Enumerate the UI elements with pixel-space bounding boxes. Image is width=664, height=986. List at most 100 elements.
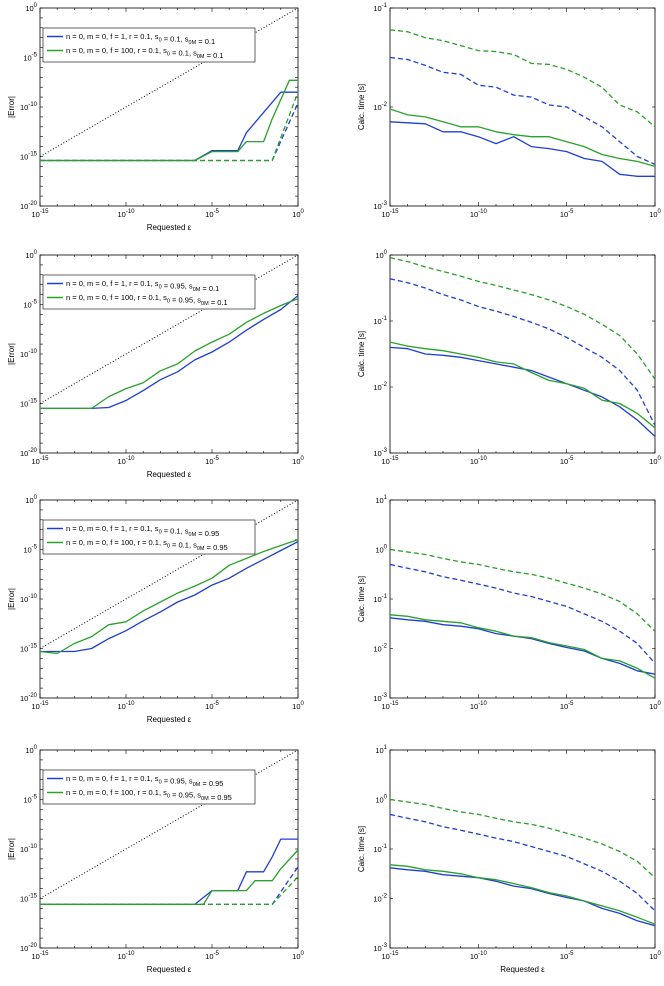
y-tick-label: 101 — [375, 495, 387, 505]
y-tick-label: 10-3 — [373, 448, 387, 458]
series-line-green-dashed — [390, 256, 655, 380]
y-tick-label: 10-1 — [373, 844, 387, 854]
x-tick-label: 10-15 — [31, 209, 49, 219]
x-tick-label: 10-15 — [381, 456, 399, 466]
x-tick-label: 100 — [649, 701, 661, 711]
y-tick-label: 10-10 — [20, 349, 38, 359]
y-tick-label: 10-2 — [373, 894, 387, 904]
y-tick-label: 10-10 — [20, 594, 38, 604]
x-tick-label: 10-5 — [560, 951, 574, 961]
x-tick-label: 10-5 — [560, 456, 574, 466]
legend-box — [42, 274, 256, 310]
x-tick-label: 100 — [292, 209, 304, 219]
series-line-blue-solid — [40, 541, 298, 653]
x-tick-label: 10-5 — [205, 701, 219, 711]
y-tick-label: 10-1 — [373, 594, 387, 604]
series-line-green-solid — [40, 79, 298, 162]
x-tick-label: 10-5 — [205, 209, 219, 219]
x-tick-label: 10-10 — [470, 701, 488, 711]
series-line-green-solid — [390, 108, 655, 168]
series-line-green-dashed — [390, 548, 655, 632]
series-line-blue-solid — [390, 867, 655, 927]
series-line-green-solid — [390, 341, 655, 429]
y-tick-label: 10-5 — [23, 300, 37, 310]
x-tick-label: 10-15 — [31, 701, 49, 711]
y-axis-label: Calc. time [s] — [357, 576, 366, 622]
y-tick-label: 10-3 — [373, 201, 387, 211]
legend-label: n = 0, m = 0, f = 1, r = 0.1, s0 = 0.95,… — [66, 279, 219, 293]
x-tick-label: 10-15 — [31, 951, 49, 961]
x-tick-label: 10-5 — [205, 951, 219, 961]
series-line-green-solid — [40, 849, 298, 906]
x-tick-label: 10-10 — [470, 209, 488, 219]
series-line-blue-dashed — [390, 278, 655, 426]
series-line-green-solid — [390, 864, 655, 925]
series-line-green-dashed — [390, 798, 655, 879]
series-line-green-solid — [40, 297, 298, 410]
y-axis-label: Calc. time [s] — [357, 84, 366, 130]
y-tick-label: 10-1 — [373, 3, 387, 13]
legend: n = 0, m = 0, f = 1, r = 0.1, s0 = 0.95,… — [42, 274, 256, 310]
x-tick-label: 10-15 — [381, 951, 399, 961]
x-tick-label: 10-5 — [560, 209, 574, 219]
y-axis-label: |Error| — [7, 343, 16, 365]
y-tick-label: 100 — [25, 745, 37, 755]
x-axis-label: Requested ε — [147, 965, 192, 974]
y-tick-label: 10-15 — [20, 894, 38, 904]
y-tick-label: 10-5 — [23, 53, 37, 63]
y-tick-label: 10-5 — [23, 795, 37, 805]
x-tick-label: 100 — [292, 701, 304, 711]
series-line-green-solid — [40, 538, 298, 655]
series-line-green-solid — [390, 614, 655, 679]
x-axis-label: Requested ε — [147, 223, 192, 232]
panel-grid: 10-15 10-10 10-5 10010-2010-1510-1010-5100R… — [7, 3, 662, 974]
y-tick-label: 100 — [25, 250, 37, 260]
y-tick-label: 10-10 — [20, 844, 38, 854]
x-tick-label: 100 — [292, 951, 304, 961]
y-tick-label: 10-3 — [373, 693, 387, 703]
chart-panel-row4-time: 10-15 10-10 10-5 100 10-3 10-2 10-1 100 101 Reque… — [357, 745, 662, 974]
y-tick-label: 100 — [375, 545, 387, 555]
x-tick-label: 10-10 — [117, 951, 135, 961]
x-tick-label: 10-10 — [470, 456, 488, 466]
plot-frame — [389, 499, 656, 699]
y-axis-label: Calc. time [s] — [357, 331, 366, 377]
chart-panel-row3-error: 10-15 10-10 10-5 10010-2010-1510-1010-5100R… — [7, 495, 305, 724]
plot-frame — [389, 749, 656, 949]
series-line-green-dashed — [40, 91, 298, 162]
y-tick-label: 10-15 — [20, 644, 38, 654]
y-axis-label: Calc. time [s] — [357, 826, 366, 872]
chart-panel-row3-time: 10-15 10-10 10-5 100 10-3 10-2 10-1 100 101 Calc.… — [357, 495, 662, 711]
chart-panel-row2-time: 10-15 10-10 10-5 100 10-3 10-2 10-1 100 Calc. ti… — [357, 250, 662, 466]
x-tick-label: 100 — [649, 456, 661, 466]
series-line-blue-solid — [390, 121, 655, 177]
legend: n = 0, m = 0, f = 1, r = 0.1, s0 = 0.95,… — [42, 769, 256, 805]
y-tick-label: 10-1 — [373, 316, 387, 326]
y-tick-label: 10-3 — [373, 943, 387, 953]
chart-panel-row4-error: 10-15 10-10 10-5 10010-2010-1510-1010-5100R… — [7, 745, 305, 974]
y-axis-label: |Error| — [7, 838, 16, 860]
x-tick-label: 10-10 — [117, 209, 135, 219]
x-tick-label: 100 — [292, 456, 304, 466]
y-tick-label: 10-20 — [20, 201, 38, 211]
x-tick-label: 100 — [649, 209, 661, 219]
legend-label: n = 0, m = 0, f = 1, r = 0.1, s0 = 0.95,… — [66, 774, 223, 788]
x-tick-label: 10-5 — [205, 456, 219, 466]
series-line-blue-dashed — [390, 563, 655, 664]
y-tick-label: 10-5 — [23, 545, 37, 555]
x-tick-label: 10-5 — [560, 701, 574, 711]
legend-label: n = 0, m = 0, f = 100, r = 0.1, s0 = 0.9… — [66, 293, 228, 307]
chart-panel-row1-error: 10-15 10-10 10-5 10010-2010-1510-1010-5100R… — [7, 3, 305, 232]
legend-label: n = 0, m = 0, f = 100, r = 0.1, s0 = 0.1… — [66, 538, 228, 552]
x-tick-label: 10-15 — [31, 456, 49, 466]
legend: n = 0, m = 0, f = 1, r = 0.1, s0 = 0.1, … — [42, 519, 256, 555]
y-tick-label: 10-20 — [20, 448, 38, 458]
y-tick-label: 10-15 — [20, 399, 38, 409]
series-line-blue-dashed — [390, 56, 655, 165]
y-tick-label: 100 — [375, 795, 387, 805]
y-tick-label: 10-2 — [373, 382, 387, 392]
x-tick-label: 100 — [649, 951, 661, 961]
x-tick-label: 10-15 — [381, 701, 399, 711]
y-tick-label: 10-20 — [20, 693, 38, 703]
